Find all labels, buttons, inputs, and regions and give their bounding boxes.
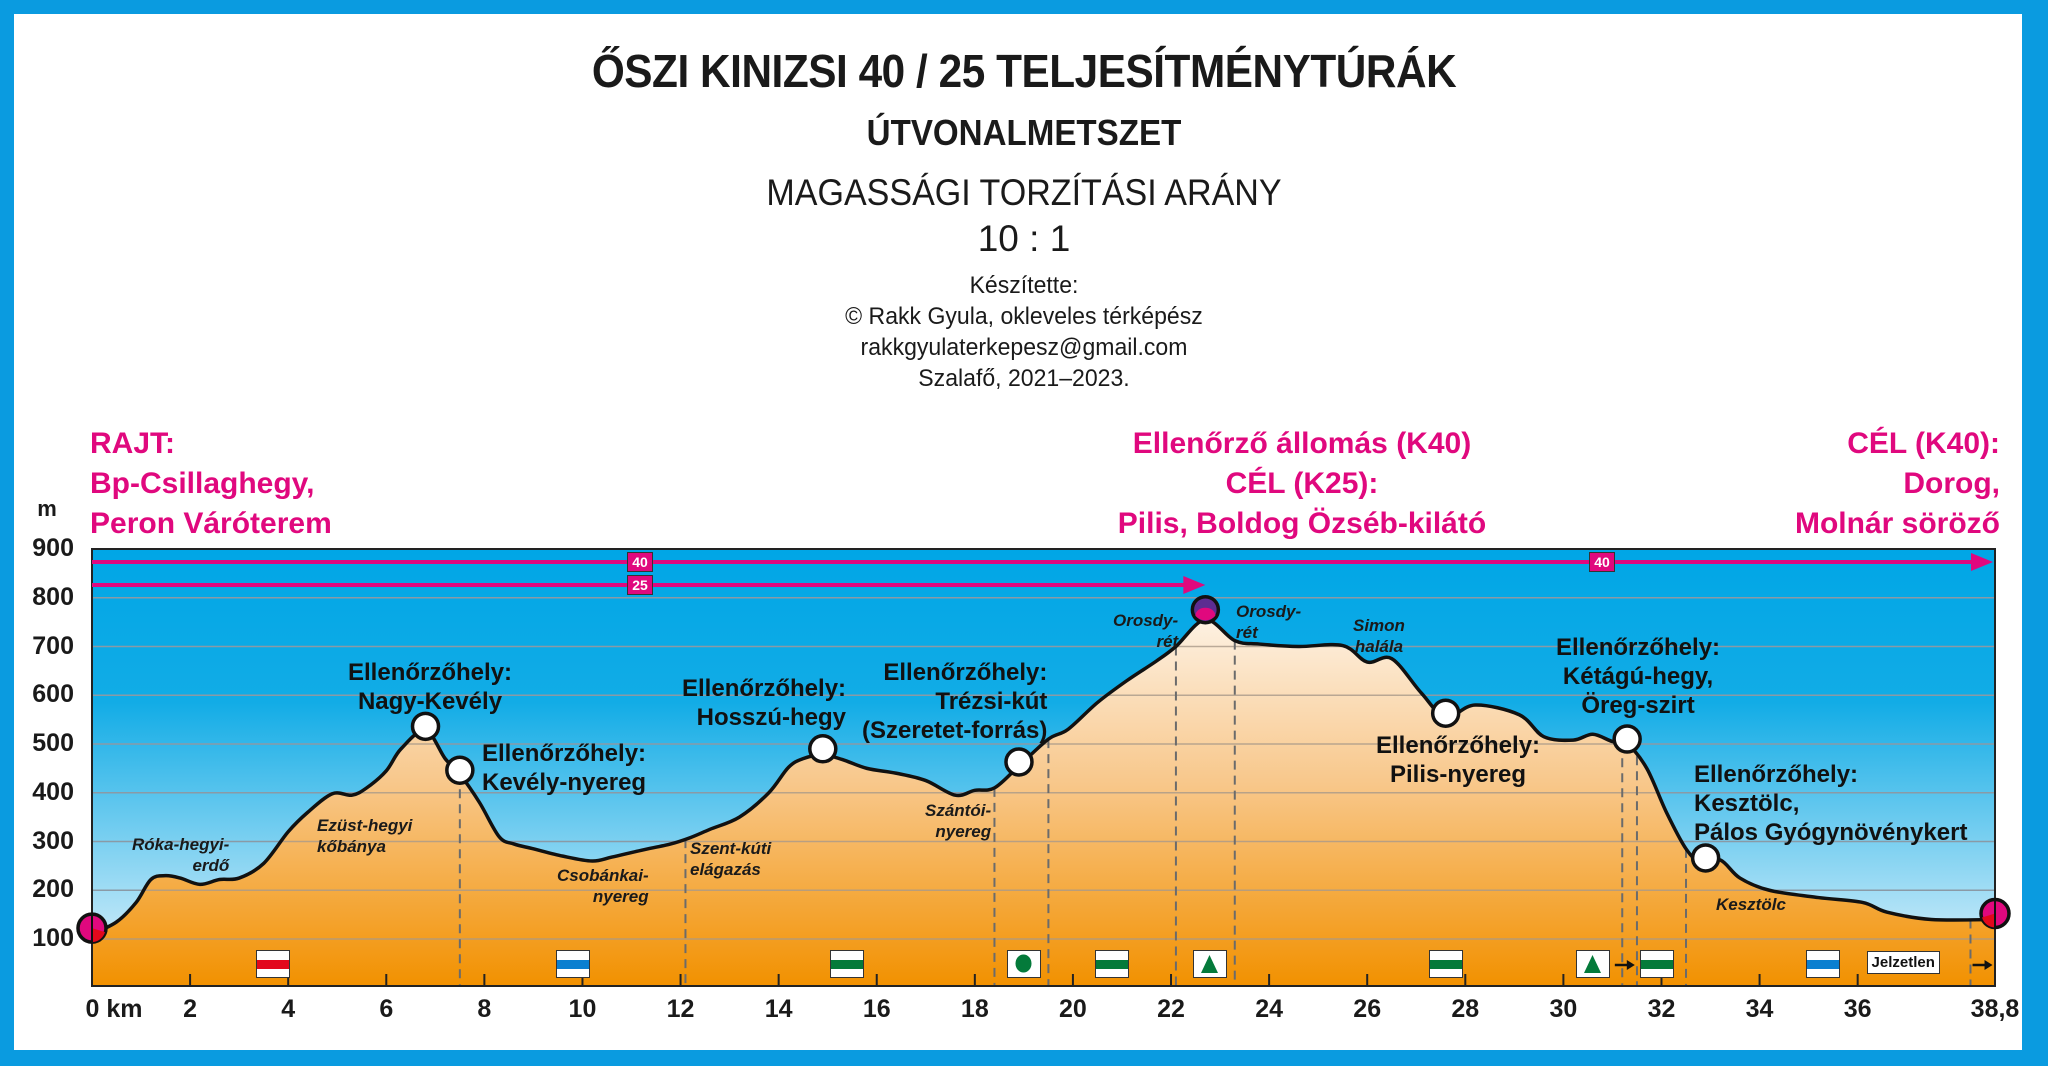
trail-marker-blue-bar-icon xyxy=(555,950,590,978)
finish-label: CÉL (K40): xyxy=(1847,427,2000,460)
x-tick-label: 20 xyxy=(1059,995,1087,1023)
place-annotation: Róka-hegyi-erdő xyxy=(132,835,230,875)
checkpoint-icon xyxy=(808,734,838,764)
x-tick-label: 12 xyxy=(666,995,695,1023)
y-tick-label: 200 xyxy=(32,875,74,904)
station-location: Ellenőrző állomás (K40) CÉL (K25): Pilis… xyxy=(1022,424,1582,544)
start-label: RAJT: xyxy=(90,427,176,460)
checkpoint-icon xyxy=(445,755,475,785)
y-tick-label: 800 xyxy=(32,582,74,611)
x-tick-label: 2 xyxy=(183,995,198,1023)
checkpoint-icon xyxy=(1612,724,1642,754)
y-tick-label: 700 xyxy=(32,631,74,660)
y-tick-label: 500 xyxy=(32,729,74,757)
finish-venue: Molnár söröző xyxy=(1794,507,2000,540)
checkpoint-label-trezsi-kut: Ellenőrzőhely: Trézsi-kút (Szeretet-forrás… xyxy=(862,659,1048,744)
finish-town: Dorog, xyxy=(1903,467,2000,500)
checkpoint-icon xyxy=(1430,698,1461,728)
route-badge-40: 40 xyxy=(627,552,653,572)
credits-place-date: Szalafő, 2021–2023. xyxy=(918,365,1130,392)
chart-subtitle: ÚTVONALMETSZET xyxy=(866,112,1182,153)
place-annotation: Kesztölc xyxy=(1716,895,1786,914)
place-annotation: Orosdy-rét xyxy=(1113,611,1179,651)
finish-location: CÉL (K40): Dorog, Molnár söröző xyxy=(1795,424,2000,544)
place-annotation: Ezüst-hegyi kőbánya xyxy=(317,816,413,856)
dashed-guide-lines xyxy=(458,640,1972,986)
station-venue: Pilis, Boldog Özséb-kilátó xyxy=(1117,507,1487,540)
route-badge-40: 40 xyxy=(1589,552,1615,572)
route-badge-25: 25 xyxy=(627,575,653,595)
place-annotation: Szent-kúti elágazás xyxy=(690,839,772,879)
credits: Készítette: © Rakk Gyula, okleveles térk… xyxy=(0,270,2048,394)
x-tick-label: 28 xyxy=(1451,995,1480,1023)
x-tick-label: 10 xyxy=(568,995,597,1023)
distortion-ratio-label: MAGASSÁGI TORZÍTÁSI ARÁNY xyxy=(766,172,1282,213)
trail-marker-red-bar-icon xyxy=(256,950,291,978)
x-tick-label: 16 xyxy=(862,995,891,1023)
trail-marker-green-triangle-icon xyxy=(1193,950,1228,978)
checkpoint-label-nagy-kevely: Ellenőrzőhely: Nagy-Kevély xyxy=(348,659,513,715)
x-tick-label: 14 xyxy=(764,995,793,1023)
trail-marker-green-bar-icon xyxy=(1639,950,1674,978)
plot-frame xyxy=(91,548,1996,987)
distortion-ratio: 10 : 1 xyxy=(977,218,1071,259)
y-tick-label: 600 xyxy=(32,680,74,709)
x-tick-label: 38,8 xyxy=(1970,995,2020,1023)
trail-marker-green-bar-icon xyxy=(830,950,865,978)
y-tick-label: 100 xyxy=(32,924,74,952)
start-town: Bp-Csillaghegy, xyxy=(90,467,315,500)
start-venue: Peron Váróterem xyxy=(90,507,332,540)
checkpoint-markers xyxy=(76,594,2011,970)
checkpoint-label-ketagu-hegy: Ellenőrzőhely: Kétágú-hegy, Öreg-szirt xyxy=(1556,634,1721,719)
checkpoint-icon xyxy=(1690,843,1721,873)
place-annotation: Simon halála xyxy=(1353,616,1405,656)
y-axis-unit: m xyxy=(37,496,57,521)
place-annotation: Csobánkai-nyereg xyxy=(557,866,649,906)
credits-author: © Rakk Gyula, okleveles térképész xyxy=(845,303,1203,330)
x-tick-label: 8 xyxy=(477,995,492,1023)
trail-marker-green-bar-icon xyxy=(1428,950,1463,978)
checkpoint-icon xyxy=(410,711,441,742)
checkpoint-icon xyxy=(1004,747,1034,777)
x-tick-label: 6 xyxy=(379,995,394,1023)
checkpoint-label-kevely-nyereg: Ellenőrzőhely: Kevély-nyereg xyxy=(482,740,647,796)
station-label: Ellenőrző állomás (K40) xyxy=(1132,427,1472,460)
trail-marker-green-triangle-icon xyxy=(1575,950,1610,978)
x-tick-label: 22 xyxy=(1157,995,1185,1023)
trail-marker-green-bar-icon xyxy=(1095,950,1130,978)
credits-email: rakkgyulaterkepesz@gmail.com xyxy=(860,334,1188,361)
place-annotation: Szántói-nyereg xyxy=(925,801,992,841)
y-tick-label: 300 xyxy=(32,826,74,855)
elevation-area xyxy=(92,619,1995,986)
checkpoint-label-kesztolc: Ellenőrzőhely: Kesztölc, Pálos Gyógynövény… xyxy=(1694,761,1968,846)
chart-title: ŐSZI KINIZSI 40 / 25 TELJESÍTMÉNYTÚRÁK xyxy=(591,45,1457,97)
place-annotation: Orosdy-rét xyxy=(1236,602,1302,642)
x-tick-label: 34 xyxy=(1745,995,1774,1023)
k25-finish-label: CÉL (K25): xyxy=(1225,467,1379,500)
start-location: RAJT: Bp-Csillaghegy, Peron Váróterem xyxy=(90,424,332,544)
credits-line: Készítette: xyxy=(969,272,1079,299)
checkpoint-label-pilis-nyereg: Ellenőrzőhely: Pilis-nyereg xyxy=(1376,732,1541,788)
x-tick-label: 26 xyxy=(1353,995,1382,1023)
y-tick-label: 900 xyxy=(32,534,74,562)
unmarked-trail-label: Jelzetlen xyxy=(1866,951,1940,974)
x-tick-label: 36 xyxy=(1843,995,1872,1023)
x-tick-label: 30 xyxy=(1549,995,1578,1023)
trail-marker-blue-bar-icon xyxy=(1806,950,1841,978)
x-tick-label: 24 xyxy=(1255,995,1284,1023)
x-tick-label: 18 xyxy=(960,995,989,1023)
checkpoint-label-hosszu-hegy: Ellenőrzőhely: Hosszú-hegy xyxy=(682,675,847,731)
x-tick-label: 0 km xyxy=(85,995,143,1023)
y-tick-label: 400 xyxy=(32,777,74,806)
x-tick-label: 4 xyxy=(281,995,296,1023)
trail-marker-green-circle-icon xyxy=(1006,950,1041,978)
x-tick-label: 32 xyxy=(1647,995,1676,1023)
